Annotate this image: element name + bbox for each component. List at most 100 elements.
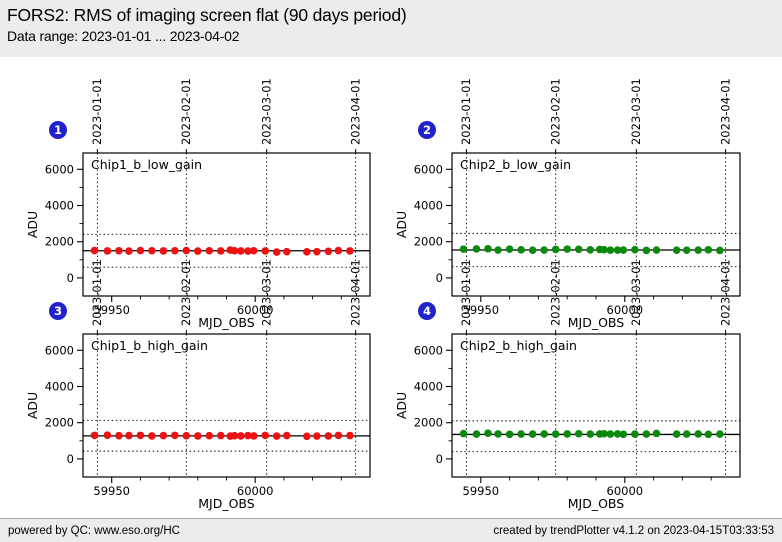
data-point	[261, 247, 270, 255]
top-date-label: 2023-02-01	[179, 259, 193, 326]
data-point	[682, 246, 691, 255]
data-point	[540, 430, 548, 438]
data-point	[244, 247, 252, 255]
panel-number: 2	[423, 123, 431, 137]
data-point	[551, 430, 560, 438]
data-point	[459, 245, 468, 253]
data-point	[606, 246, 615, 255]
data-point	[672, 246, 681, 255]
data-point	[334, 431, 343, 440]
y-tick-label: 6000	[45, 162, 74, 176]
data-point	[182, 431, 191, 440]
data-point	[313, 247, 321, 256]
data-point	[551, 245, 560, 254]
top-date-label: 2023-01-01	[90, 259, 104, 326]
data-point	[303, 432, 311, 441]
top-date-label: 2023-03-01	[259, 78, 273, 145]
data-point	[230, 246, 239, 255]
data-point	[540, 246, 548, 254]
data-point	[459, 429, 468, 438]
y-tick-label: 4000	[45, 379, 74, 393]
top-date-label: 2023-04-01	[718, 259, 732, 326]
y-tick-label: 2000	[45, 235, 74, 249]
data-point	[642, 246, 651, 255]
plot-border	[82, 152, 371, 297]
data-point	[230, 431, 239, 440]
y-axis-label: ADU	[25, 392, 40, 419]
data-point	[159, 247, 168, 255]
x-axis-label: MJD_OBS	[568, 496, 625, 511]
data-point	[324, 247, 333, 256]
top-date-label: 2023-01-01	[459, 259, 473, 326]
top-date-label: 2023-04-01	[348, 78, 362, 145]
data-point	[125, 247, 133, 255]
panel-label: Chip1_b_high_gain	[91, 338, 208, 353]
data-point	[115, 246, 123, 255]
data-point	[672, 430, 681, 438]
y-axis-label: ADU	[25, 211, 40, 238]
data-point	[494, 246, 502, 254]
y-tick-label: 2000	[414, 235, 443, 249]
data-point	[517, 430, 525, 438]
x-tick-label: 60000	[237, 303, 274, 317]
panel-number-badge	[49, 302, 67, 320]
data-point	[600, 429, 608, 438]
data-point	[103, 431, 112, 439]
date-range-subtitle: Data range: 2023-01-01 ... 2023-04-02	[7, 27, 240, 44]
panel-3: 2023-01-01 2023-02-01 2023-03-01 2023-04-01…	[25, 259, 371, 511]
data-point	[261, 431, 270, 440]
top-date-label: 2023-01-01	[459, 78, 473, 145]
data-point	[716, 246, 724, 255]
y-tick-label: 4000	[45, 198, 74, 212]
data-point	[346, 247, 354, 255]
data-point	[171, 246, 179, 255]
y-tick-label: 0	[67, 271, 74, 285]
data-point	[136, 431, 145, 440]
data-point	[205, 431, 214, 440]
data-point	[282, 247, 291, 256]
footer-powered-by: powered by QC: www.eso.org/HC	[8, 524, 180, 537]
data-point	[694, 430, 703, 438]
data-point	[194, 247, 202, 255]
top-date-label: 2023-03-01	[259, 259, 273, 326]
header: FORS2: RMS of imaging screen flat (90 da…	[0, 0, 782, 57]
data-point	[600, 245, 608, 254]
data-point	[484, 429, 492, 437]
data-point	[682, 430, 691, 438]
data-point	[574, 245, 583, 254]
panel-label: Chip1_b_low_gain	[91, 157, 202, 172]
x-tick-label: 59950	[93, 303, 130, 317]
y-tick-label: 0	[436, 452, 443, 466]
panel-1: 2023-01-01 2023-02-01 2023-03-01 2023-04-01…	[25, 78, 371, 330]
data-point	[472, 245, 481, 253]
data-point	[216, 247, 225, 255]
panel-label: Chip2_b_low_gain	[460, 157, 571, 172]
plot-border	[82, 333, 371, 478]
top-date-label: 2023-04-01	[718, 78, 732, 145]
y-tick-label: 2000	[414, 416, 443, 430]
top-date-label: 2023-02-01	[548, 78, 562, 145]
data-point	[716, 430, 724, 438]
data-point	[148, 432, 156, 440]
x-axis-label: MJD_OBS	[198, 496, 255, 511]
y-tick-label: 2000	[45, 416, 74, 430]
data-point	[631, 430, 639, 438]
data-point	[704, 246, 713, 254]
top-date-label: 2023-03-01	[629, 259, 643, 326]
x-tick-label: 60000	[237, 484, 274, 498]
panel-label: Chip2_b_high_gain	[460, 338, 577, 353]
plot-border	[451, 333, 741, 478]
data-point	[704, 430, 713, 439]
footer: powered by QC: www.eso.org/HC created by…	[0, 518, 782, 542]
panel-number-badge	[418, 121, 436, 139]
data-point	[182, 246, 191, 255]
y-tick-label: 6000	[414, 162, 443, 176]
panel-2: 2023-01-01 2023-02-01 2023-03-01 2023-04-01…	[394, 78, 741, 330]
data-point	[586, 246, 595, 254]
data-point	[563, 430, 571, 438]
y-tick-label: 0	[436, 271, 443, 285]
panel-number: 1	[54, 123, 62, 137]
y-tick-label: 6000	[414, 343, 443, 357]
data-point	[194, 432, 202, 440]
